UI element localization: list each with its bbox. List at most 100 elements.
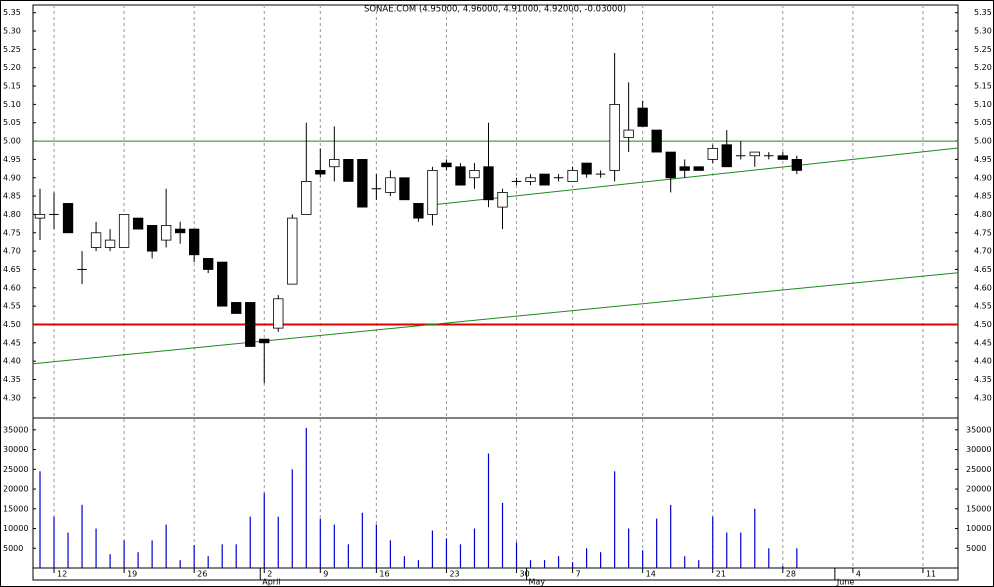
candle-body bbox=[104, 239, 116, 248]
y-tick-label: 5.35 bbox=[3, 8, 21, 17]
y-tick-label: 4.60 bbox=[974, 283, 992, 292]
candle-body bbox=[118, 214, 130, 248]
y-tick-label: 5.05 bbox=[3, 118, 21, 127]
candle-body bbox=[301, 181, 312, 215]
candle-body bbox=[385, 177, 396, 193]
x-tick-label: 28 bbox=[786, 570, 796, 579]
x-tick-label: 11 bbox=[926, 570, 936, 579]
x-tick-label: 30 bbox=[520, 570, 530, 579]
y-tick-label: 4.65 bbox=[3, 265, 21, 274]
volume-tick-label: 20000 bbox=[966, 485, 991, 494]
candle-body bbox=[245, 302, 256, 347]
candle-body bbox=[315, 170, 326, 175]
y-tick-label: 4.75 bbox=[3, 228, 21, 237]
y-tick-label: 4.90 bbox=[3, 173, 21, 182]
y-tick-label: 5.25 bbox=[974, 45, 992, 54]
candle-body bbox=[441, 162, 452, 168]
candle-body bbox=[174, 228, 186, 234]
volume-tick-label: 35000 bbox=[966, 425, 991, 434]
candle-body bbox=[679, 166, 690, 171]
y-tick-label: 5.00 bbox=[3, 137, 21, 146]
y-tick-label: 4.85 bbox=[974, 192, 992, 201]
volume-tick-label: 10000 bbox=[966, 524, 991, 533]
x-tick-label: 14 bbox=[646, 570, 656, 579]
candle-body bbox=[90, 232, 102, 248]
y-tick-label: 4.95 bbox=[3, 155, 21, 164]
plot-frame bbox=[32, 4, 959, 581]
y-tick-label: 4.90 bbox=[974, 173, 992, 182]
candle-body bbox=[637, 107, 648, 127]
candle-body bbox=[623, 129, 634, 138]
y-tick-label: 4.55 bbox=[974, 302, 992, 311]
candle-body bbox=[357, 159, 368, 208]
y-tick-label: 4.40 bbox=[3, 357, 21, 366]
x-tick-label: 4 bbox=[856, 570, 861, 579]
candle-body bbox=[749, 151, 760, 157]
y-tick-label: 5.00 bbox=[974, 137, 992, 146]
x-tick-label: 12 bbox=[57, 570, 67, 579]
volume-tick-label: 25000 bbox=[966, 465, 991, 474]
candle-body bbox=[203, 258, 214, 270]
y-tick-label: 5.35 bbox=[974, 8, 992, 17]
y-tick-label: 5.10 bbox=[974, 100, 992, 109]
y-tick-label: 4.60 bbox=[3, 283, 21, 292]
candle-body bbox=[427, 170, 438, 215]
y-tick-label: 4.40 bbox=[974, 357, 992, 366]
x-tick-label: 26 bbox=[197, 570, 207, 579]
volume-tick-label: 30000 bbox=[3, 445, 28, 454]
y-tick-label: 4.35 bbox=[974, 375, 992, 384]
y-tick-label: 4.95 bbox=[974, 155, 992, 164]
candle-body bbox=[329, 159, 340, 168]
x-tick-label: 16 bbox=[379, 570, 389, 579]
candle-body bbox=[525, 177, 536, 182]
volume-tick-label: 5000 bbox=[3, 544, 23, 553]
y-tick-label: 4.70 bbox=[3, 247, 21, 256]
candle-body bbox=[539, 173, 550, 186]
candle-body bbox=[609, 103, 620, 171]
candle-body bbox=[581, 162, 592, 175]
candle-body bbox=[189, 228, 200, 256]
volume-tick-label: 30000 bbox=[966, 445, 991, 454]
candle-body bbox=[721, 144, 732, 168]
y-tick-label: 5.10 bbox=[3, 100, 21, 109]
y-tick-label: 4.30 bbox=[974, 393, 992, 402]
volume-tick-label: 10000 bbox=[3, 524, 28, 533]
candle-body bbox=[791, 159, 802, 171]
month-label: April bbox=[262, 578, 280, 587]
x-tick-label: 7 bbox=[576, 570, 581, 579]
y-tick-label: 5.30 bbox=[3, 27, 21, 36]
candle-body bbox=[469, 170, 480, 179]
x-tick-label: 2 bbox=[267, 570, 272, 579]
x-tick-label: 19 bbox=[127, 570, 137, 579]
candle-body bbox=[273, 298, 284, 329]
candle-body bbox=[455, 166, 466, 186]
candle-body bbox=[132, 217, 144, 230]
candle-body bbox=[497, 192, 508, 208]
month-label: June bbox=[836, 578, 855, 587]
y-tick-label: 4.75 bbox=[974, 228, 992, 237]
y-tick-label: 4.35 bbox=[3, 375, 21, 384]
y-tick-label: 5.15 bbox=[3, 82, 21, 91]
candle-body bbox=[651, 129, 662, 153]
y-tick-label: 4.65 bbox=[974, 265, 992, 274]
candle-body bbox=[413, 203, 424, 219]
candle-body bbox=[160, 225, 172, 241]
y-tick-label: 5.25 bbox=[3, 45, 21, 54]
y-tick-label: 4.50 bbox=[974, 320, 992, 329]
x-tick-label: 23 bbox=[449, 570, 459, 579]
candle-body bbox=[343, 159, 354, 182]
y-tick-label: 5.20 bbox=[974, 63, 992, 72]
volume-tick-label: 15000 bbox=[966, 504, 991, 513]
candle-body bbox=[665, 151, 676, 179]
chart-title: SONAE.COM (4.95000, 4.96000, 4.91000, 4.… bbox=[364, 5, 626, 15]
y-tick-label: 5.30 bbox=[974, 27, 992, 36]
trendline bbox=[32, 272, 959, 365]
y-tick-label: 4.50 bbox=[3, 320, 21, 329]
y-tick-label: 4.80 bbox=[974, 210, 992, 219]
x-tick-label: 21 bbox=[716, 570, 726, 579]
candle-body bbox=[146, 225, 158, 252]
y-tick-label: 4.80 bbox=[3, 210, 21, 219]
candle-body bbox=[62, 203, 74, 234]
candle-body bbox=[399, 177, 410, 201]
candle-body bbox=[693, 166, 704, 171]
